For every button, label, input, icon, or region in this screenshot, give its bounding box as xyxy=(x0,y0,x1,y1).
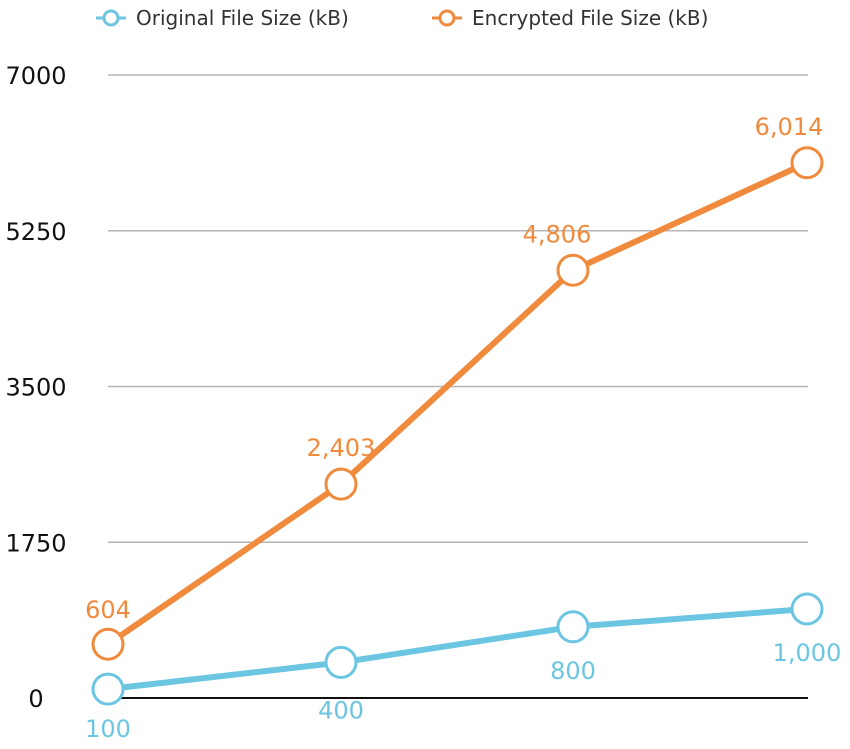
legend: Original File Size (kB) Encrypted File S… xyxy=(96,6,708,30)
data-label-original: 100 xyxy=(85,715,131,743)
data-point-encrypted xyxy=(91,627,125,661)
series-line-original xyxy=(105,606,810,693)
data-label-encrypted: 2,403 xyxy=(307,434,376,462)
data-point-encrypted xyxy=(790,146,824,180)
data-point-original xyxy=(790,592,824,626)
legend-label-encrypted: Encrypted File Size (kB) xyxy=(472,6,708,30)
y-tick-label: 1750 xyxy=(5,529,66,557)
data-label-encrypted: 4,806 xyxy=(523,220,592,248)
series-line-encrypted xyxy=(105,159,810,648)
legend-swatch-original-marker xyxy=(102,9,120,27)
y-axis-ticks: 0 1750 3500 5250 7000 xyxy=(5,62,66,713)
data-label-original: 400 xyxy=(318,696,364,724)
data-labels: 100 400 800 1,000 604 2,403 4,806 6,014 xyxy=(85,113,841,743)
data-point-encrypted xyxy=(324,467,358,501)
y-tick-label: 5250 xyxy=(5,218,66,246)
data-point-original xyxy=(91,672,125,706)
data-point-encrypted xyxy=(556,253,590,287)
data-label-original: 800 xyxy=(550,657,596,685)
series-layer xyxy=(91,146,824,706)
legend-swatch-encrypted-marker xyxy=(438,9,456,27)
y-tick-label: 3500 xyxy=(5,374,66,402)
legend-item-encrypted: Encrypted File Size (kB) xyxy=(432,6,708,30)
legend-label-original: Original File Size (kB) xyxy=(136,6,349,30)
y-tick-label: 0 xyxy=(28,685,43,713)
y-tick-label: 7000 xyxy=(5,62,66,90)
legend-item-original: Original File Size (kB) xyxy=(96,6,349,30)
data-label-encrypted: 6,014 xyxy=(755,113,824,141)
data-point-original xyxy=(324,645,358,679)
gridlines xyxy=(108,74,808,699)
data-point-original xyxy=(556,610,590,644)
data-label-original: 1,000 xyxy=(773,639,842,667)
data-label-encrypted: 604 xyxy=(85,596,131,624)
